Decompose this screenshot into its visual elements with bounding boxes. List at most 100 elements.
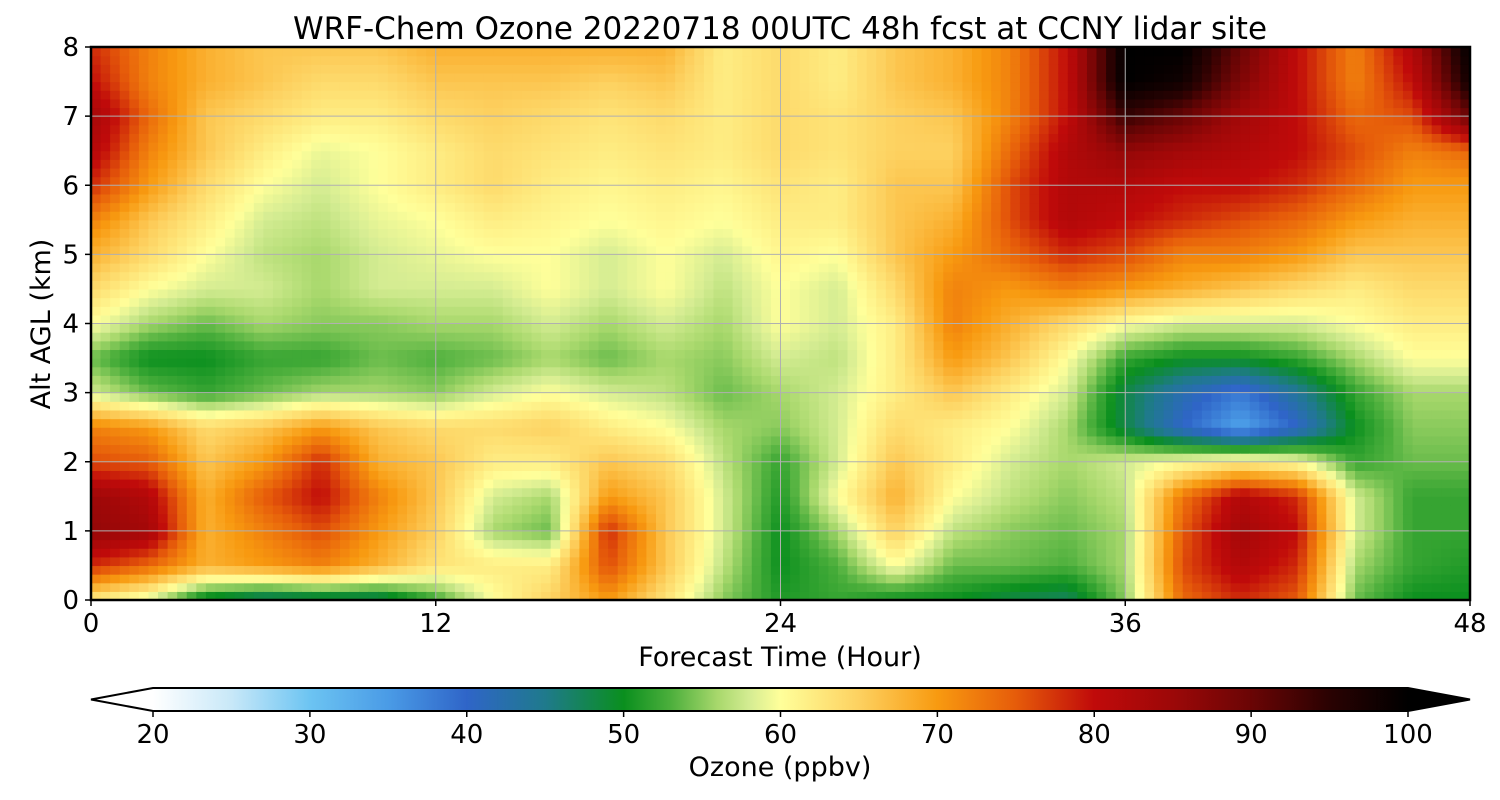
- heatmap-cell: [665, 453, 676, 463]
- heatmap-cell: [330, 591, 341, 601]
- heatmap-cell: [828, 513, 839, 523]
- heatmap-cell: [790, 124, 801, 135]
- heatmap-cell: [617, 591, 628, 601]
- heatmap-cell: [828, 55, 839, 65]
- heatmap-cell: [617, 176, 628, 186]
- heatmap-cell: [339, 513, 351, 523]
- heatmap-cell: [416, 435, 427, 446]
- heatmap-cell: [349, 366, 360, 376]
- heatmap-cell: [799, 349, 810, 359]
- heatmap-cell: [387, 479, 399, 489]
- heatmap-cell: [378, 167, 389, 178]
- heatmap-cell: [378, 513, 389, 523]
- heatmap-cell: [253, 55, 264, 65]
- heatmap-cell: [129, 470, 140, 480]
- heatmap-cell: [780, 202, 791, 212]
- heatmap-cell: [684, 392, 695, 402]
- heatmap-cell: [608, 582, 619, 592]
- heatmap-cell: [617, 98, 628, 109]
- heatmap-cell: [167, 47, 178, 57]
- heatmap-cell: [416, 245, 427, 255]
- heatmap-cell: [502, 55, 513, 65]
- heatmap-cell: [684, 202, 695, 212]
- heatmap-cell: [397, 64, 408, 74]
- heatmap-cell: [205, 530, 217, 541]
- heatmap-cell: [158, 98, 169, 109]
- heatmap-cell: [617, 55, 628, 65]
- heatmap-cell: [723, 271, 734, 281]
- heatmap-cell: [627, 427, 638, 437]
- heatmap-cell: [828, 332, 839, 342]
- heatmap-cell: [780, 375, 791, 385]
- heatmap-cell: [828, 202, 839, 212]
- heatmap-cell: [770, 202, 782, 212]
- heatmap-cell: [177, 55, 188, 65]
- heatmap-cell: [215, 582, 226, 592]
- heatmap-cell: [320, 383, 332, 394]
- heatmap-cell: [809, 297, 820, 307]
- heatmap-cell: [732, 245, 743, 255]
- heatmap-cell: [454, 185, 466, 195]
- heatmap-cell: [799, 392, 810, 402]
- heatmap-cell: [675, 228, 686, 238]
- heatmap-cell: [464, 565, 475, 575]
- heatmap-cell: [263, 306, 274, 316]
- heatmap-cell: [378, 280, 389, 290]
- heatmap-cell: [531, 133, 542, 143]
- heatmap-cell: [378, 392, 389, 402]
- heatmap-cell: [550, 392, 561, 402]
- heatmap-cell: [407, 237, 418, 247]
- heatmap-cell: [368, 228, 379, 238]
- heatmap-cell: [799, 435, 810, 446]
- heatmap-cell: [579, 193, 590, 204]
- heatmap-cell: [205, 288, 217, 299]
- heatmap-cell: [129, 504, 140, 515]
- heatmap-cell: [818, 150, 829, 160]
- heatmap-cell: [397, 496, 408, 506]
- heatmap-cell: [158, 254, 169, 264]
- heatmap-cell: [723, 565, 734, 575]
- heatmap-cell: [541, 167, 552, 178]
- heatmap-cell: [320, 81, 332, 91]
- heatmap-cell: [493, 72, 504, 83]
- heatmap-cell: [225, 211, 236, 221]
- heatmap-cell: [234, 392, 245, 402]
- heatmap-cell: [541, 47, 552, 57]
- heatmap-cell: [196, 55, 207, 65]
- heatmap-cell: [253, 107, 264, 117]
- heatmap-cell: [349, 271, 360, 281]
- heatmap-cell: [483, 237, 494, 247]
- heatmap-cell: [110, 427, 121, 437]
- heatmap-cell: [483, 383, 494, 394]
- heatmap-cell: [129, 202, 140, 212]
- heatmap-cell: [110, 64, 121, 74]
- heatmap-cell: [646, 306, 657, 316]
- heatmap-cell: [742, 556, 753, 567]
- heatmap-cell: [186, 280, 197, 290]
- heatmap-cell: [675, 392, 686, 402]
- heatmap-cell: [244, 332, 255, 342]
- heatmap-cell: [560, 116, 571, 126]
- heatmap-cell: [598, 539, 609, 549]
- heatmap-cell: [263, 530, 274, 541]
- heatmap-cell: [435, 133, 446, 143]
- heatmap-cell: [732, 271, 743, 281]
- heatmap-cell: [349, 548, 360, 558]
- heatmap-cell: [397, 245, 408, 255]
- heatmap-cell: [119, 185, 130, 195]
- heatmap-cell: [110, 504, 121, 515]
- heatmap-cell: [636, 522, 648, 532]
- heatmap-cell: [512, 271, 523, 281]
- heatmap-cell: [818, 314, 829, 325]
- heatmap-cell: [742, 479, 753, 489]
- heatmap-cell: [138, 193, 150, 204]
- heatmap-cell: [598, 72, 609, 83]
- heatmap-cell: [790, 150, 801, 160]
- heatmap-cell: [646, 81, 657, 91]
- heatmap-cell: [407, 496, 418, 506]
- heatmap-cell: [320, 314, 332, 325]
- heatmap-cell: [426, 332, 437, 342]
- heatmap-cell: [464, 323, 475, 333]
- heatmap-cell: [167, 263, 178, 273]
- heatmap-cell: [627, 470, 638, 480]
